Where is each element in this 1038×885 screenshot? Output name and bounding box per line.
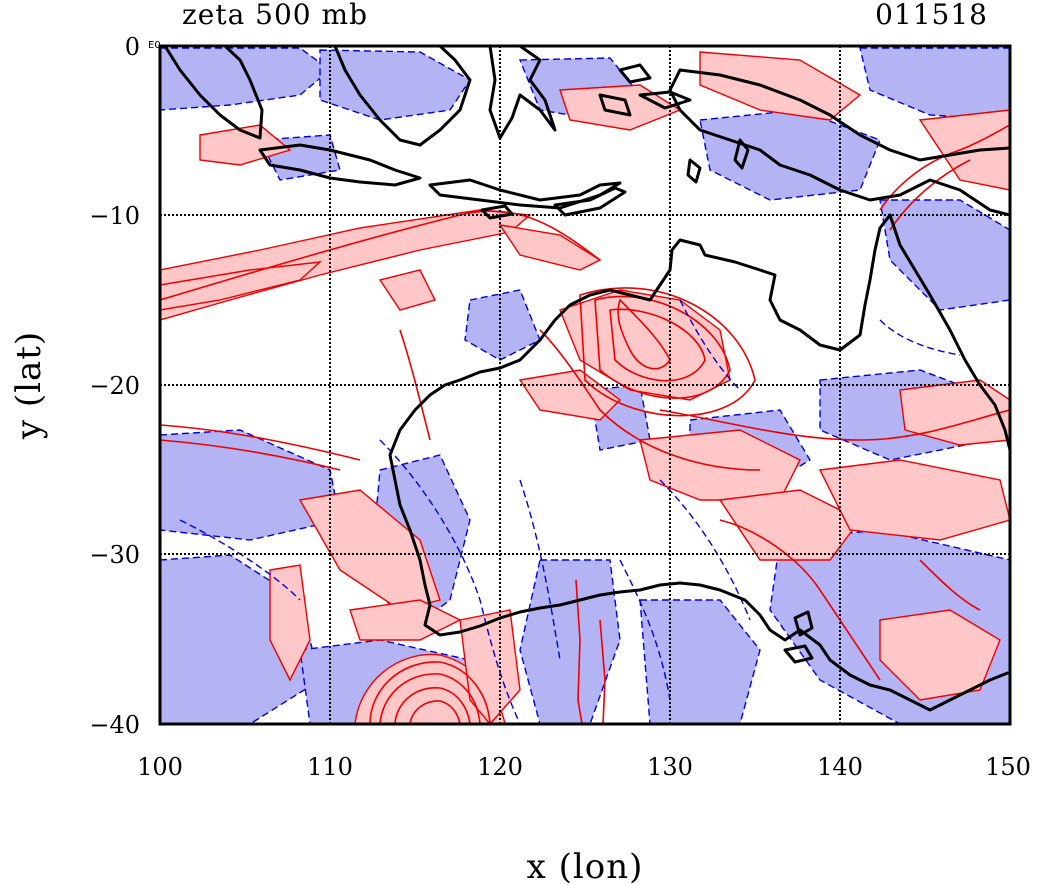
y-axis-label: y (lat) [9,331,49,440]
sulawesi-coastline [488,46,557,140]
x-tick-label: 140 [817,753,863,781]
new-guinea-coastline [668,68,1010,217]
grid-lines [160,46,1010,724]
plot-frame [158,44,1012,726]
java-coastline [258,143,422,187]
positive-contour-lines [160,124,1010,724]
plot-area [160,46,1010,724]
borneo-coastline [333,46,472,147]
y-tick-labels: 0 −10 −20 −30 −40 [89,33,140,739]
coastlines [163,46,1010,712]
y-tick-label: −10 [89,202,140,230]
positive-vorticity-fills [160,51,1010,724]
map-title-right: 011518 [875,0,988,31]
x-tick-label: 150 [985,753,1031,781]
negative-contour-lines [179,299,961,724]
australia-coastline [388,213,1010,712]
y-tick-label: −20 [89,372,140,400]
sumatra-coastline [163,46,264,140]
x-tick-label: 110 [307,753,353,781]
x-tick-label: 120 [477,753,523,781]
y-tick-label: −30 [89,541,140,569]
y-tick-label: 0 [125,33,140,61]
x-tick-labels: 100 110 120 130 140 150 [137,753,1031,781]
map-title-left: zeta 500 mb [182,0,368,31]
x-axis-label: x (lon) [527,847,644,885]
x-tick-label: 100 [137,753,183,781]
x-tick-label: 130 [647,753,693,781]
corner-label: E0 [148,40,161,51]
y-tick-label: −40 [89,711,140,739]
